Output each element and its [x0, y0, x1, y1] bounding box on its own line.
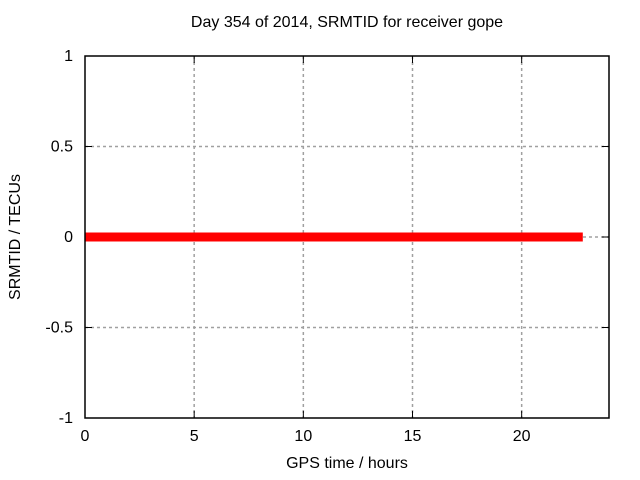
- x-tick-label: 5: [190, 428, 199, 445]
- y-tick-label: 1: [64, 48, 73, 65]
- chart-title: Day 354 of 2014, SRMTID for receiver gop…: [190, 14, 504, 31]
- plot-border: [84, 55, 610, 419]
- y-tick-label: -0.5: [45, 320, 73, 337]
- y-tick-label: -1: [59, 410, 73, 427]
- x-axis-label: GPS time / hours: [286, 455, 408, 472]
- y-tick-label: 0.5: [51, 139, 73, 156]
- x-tick-label: 20: [513, 428, 531, 445]
- x-tick-label: 10: [294, 428, 312, 445]
- x-tick-label: 0: [81, 428, 90, 445]
- y-tick-label: 0: [64, 229, 73, 246]
- y-axis-label: SRMTID / TECUs: [7, 174, 24, 300]
- x-tick-label: 15: [404, 428, 422, 445]
